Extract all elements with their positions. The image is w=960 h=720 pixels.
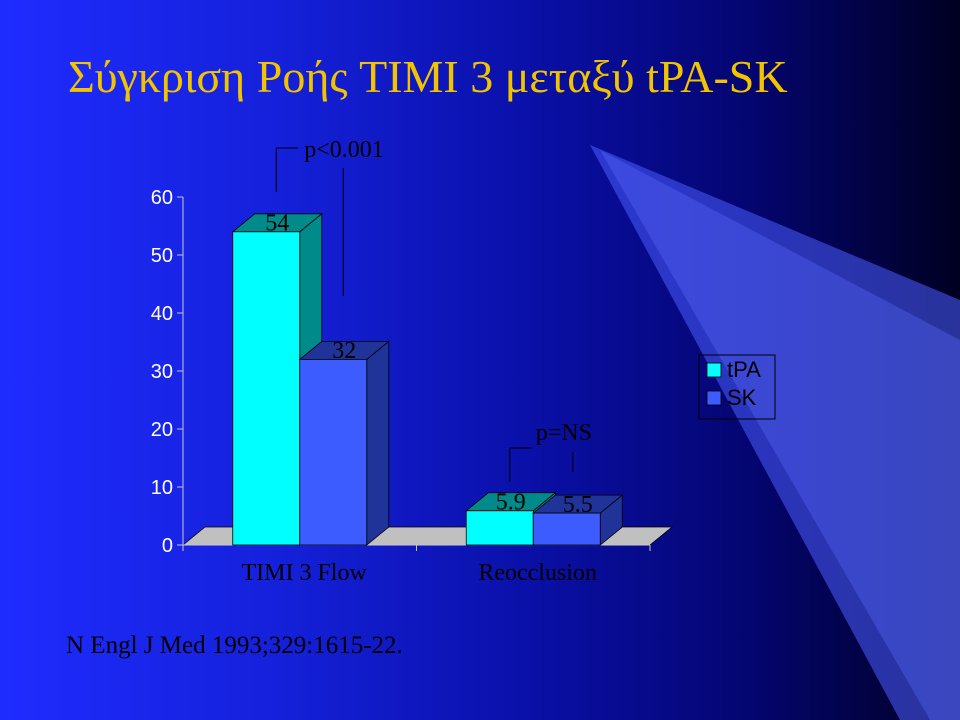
- x-tick-label: Reocclusion: [478, 560, 597, 586]
- slide-title: Σύγκριση Ροής TIMI 3 μεταξύ tPA-SK: [68, 51, 788, 102]
- legend-box: [698, 354, 776, 420]
- y-tick-label: 50: [151, 245, 173, 267]
- citation: N Engl J Med 1993;329:1615-22.: [66, 632, 403, 659]
- bar-sk: [532, 512, 601, 546]
- x-tick-label: TIMI 3 Flow: [241, 560, 367, 586]
- data-label: 54: [265, 211, 289, 237]
- bar-tpa: [232, 231, 301, 546]
- data-label: 32: [332, 338, 356, 364]
- data-label: 5.5: [563, 492, 593, 518]
- annotation-text: p=NS: [536, 420, 592, 446]
- bar-tpa: [465, 510, 534, 546]
- bar-sk: [299, 358, 368, 546]
- legend-swatch-tpa: [706, 362, 722, 378]
- y-tick-label: 10: [151, 477, 173, 499]
- y-tick-label: 20: [151, 419, 173, 441]
- annotation-text: p<0.001: [304, 137, 384, 163]
- bar-side-sk: [366, 340, 390, 546]
- y-tick-label: 40: [151, 303, 173, 325]
- y-tick-label: 30: [151, 361, 173, 383]
- legend-swatch-sk: [706, 390, 722, 406]
- data-label: 5.9: [496, 490, 526, 516]
- legend-label-sk: SK: [727, 385, 757, 410]
- y-tick-label: 0: [162, 535, 173, 557]
- legend-label-tpa: tPA: [727, 357, 761, 382]
- y-tick-label: 60: [151, 187, 173, 209]
